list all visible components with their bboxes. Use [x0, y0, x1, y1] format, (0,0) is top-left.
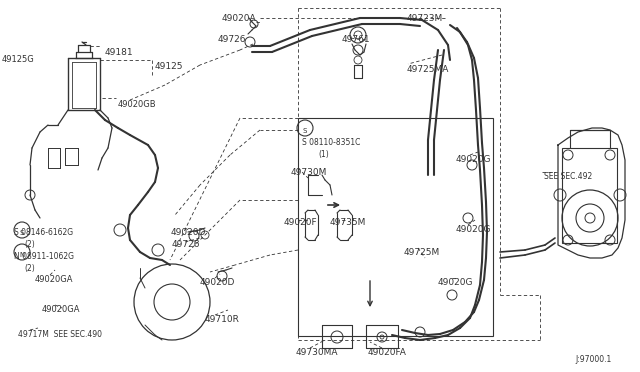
Text: 49735M: 49735M: [330, 218, 366, 227]
Text: 49730M: 49730M: [291, 168, 328, 177]
Text: 49020F: 49020F: [284, 218, 317, 227]
Text: 49725MA: 49725MA: [407, 65, 449, 74]
Text: S: S: [303, 128, 307, 134]
Text: 49020G: 49020G: [456, 155, 492, 164]
Text: 49020D: 49020D: [171, 228, 206, 237]
Text: N 08911-1062G: N 08911-1062G: [14, 252, 74, 261]
Text: 49020D: 49020D: [200, 278, 236, 287]
Text: 49730MA: 49730MA: [296, 348, 339, 357]
Text: J:97000.1: J:97000.1: [575, 355, 611, 364]
Text: N: N: [19, 252, 24, 258]
Text: 49761: 49761: [342, 35, 371, 44]
Text: 49125G: 49125G: [2, 55, 35, 64]
Text: (2): (2): [24, 264, 35, 273]
Text: S 08146-6162G: S 08146-6162G: [14, 228, 73, 237]
Text: S: S: [20, 230, 24, 236]
Text: 49020GA: 49020GA: [35, 275, 74, 284]
Bar: [562, 148, 617, 243]
Text: (1): (1): [318, 150, 329, 159]
Bar: [298, 118, 493, 336]
Text: 49125: 49125: [155, 62, 184, 71]
Text: 49723M: 49723M: [407, 14, 444, 23]
Text: 49020GB: 49020GB: [118, 100, 157, 109]
Text: 49020G: 49020G: [456, 225, 492, 234]
Text: (2): (2): [24, 240, 35, 249]
Text: 49020FA: 49020FA: [368, 348, 407, 357]
Text: S 08110-8351C: S 08110-8351C: [302, 138, 360, 147]
Text: 49710R: 49710R: [205, 315, 240, 324]
Text: 49020GA: 49020GA: [42, 305, 81, 314]
Text: 49181: 49181: [105, 48, 134, 57]
Text: 49020A: 49020A: [222, 14, 257, 23]
Text: 49726: 49726: [172, 240, 200, 249]
Text: SEE SEC.492: SEE SEC.492: [544, 172, 592, 181]
Text: 49726: 49726: [218, 35, 246, 44]
Text: 49717M  SEE SEC.490: 49717M SEE SEC.490: [18, 330, 102, 339]
Text: 49020G: 49020G: [438, 278, 474, 287]
Text: 49725M: 49725M: [404, 248, 440, 257]
